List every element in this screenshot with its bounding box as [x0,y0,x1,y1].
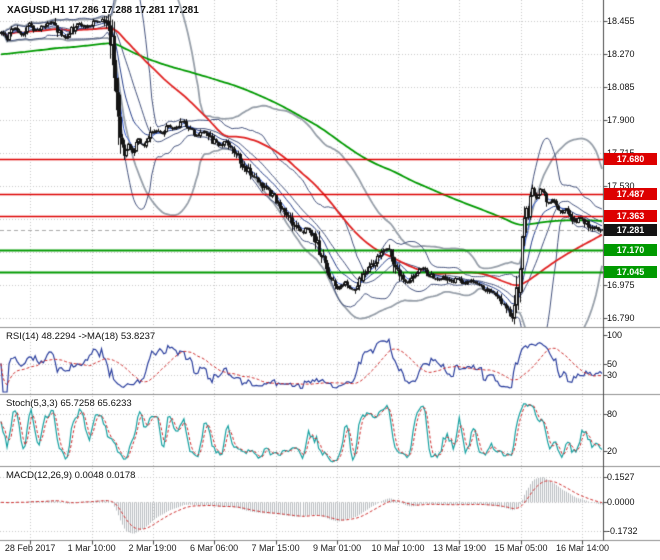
price-chart-canvas[interactable] [0,0,660,560]
mt4-chart-window: XAGUSD,H1 17.286 17.288 17.281 17.281 RS… [0,0,660,560]
